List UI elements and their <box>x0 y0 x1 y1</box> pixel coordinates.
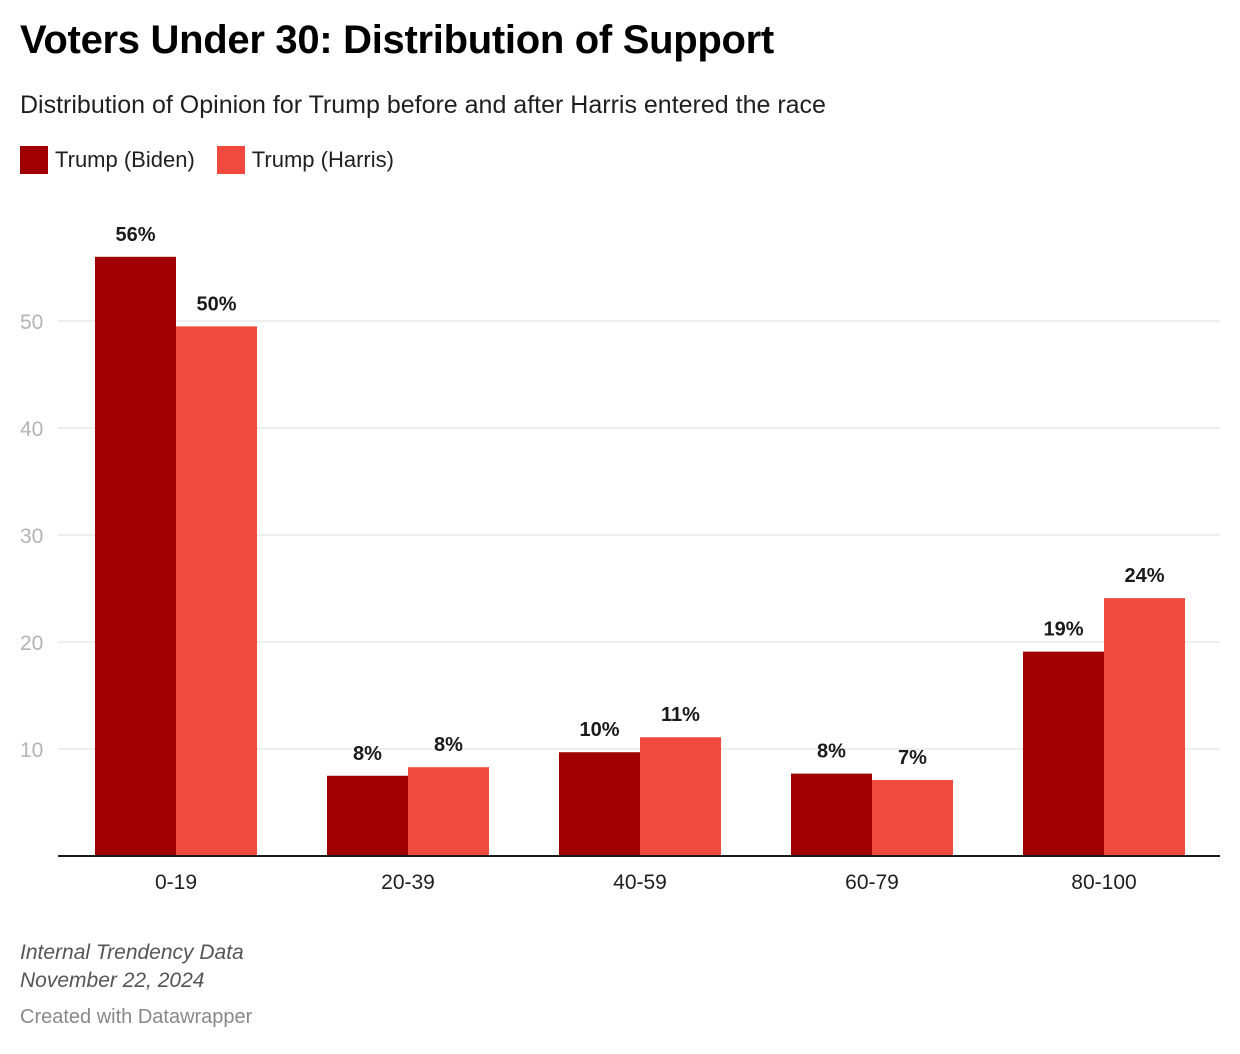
chart-subtitle: Distribution of Opinion for Trump before… <box>20 91 826 119</box>
chart-title: Voters Under 30: Distribution of Support <box>20 18 774 62</box>
bar-60-79-trump-biden <box>791 773 872 856</box>
source-note: Internal Trendency Data <box>20 941 244 964</box>
y-tick-label-50: 50 <box>20 311 43 334</box>
bar-80-100-trump-biden <box>1023 651 1104 856</box>
x-tick-label-80-100: 80-100 <box>1071 871 1136 894</box>
data-label-0-19-0: 56% <box>115 224 155 246</box>
legend-swatch-trump-biden <box>20 146 48 174</box>
legend-item-trump-biden: Trump (Biden) <box>20 146 195 174</box>
legend-label-trump-biden: Trump (Biden) <box>55 147 195 172</box>
bar-20-39-trump-biden <box>327 775 408 856</box>
date-note: November 22, 2024 <box>20 969 205 992</box>
data-label-40-59-0: 10% <box>579 719 619 741</box>
data-label-20-39-1: 8% <box>434 734 463 756</box>
x-tick-label-60-79: 60-79 <box>845 871 899 894</box>
y-tick-label-30: 30 <box>20 525 43 548</box>
data-label-20-39-0: 8% <box>353 743 382 765</box>
bar-60-79-trump-harris <box>872 780 953 856</box>
y-tick-label-40: 40 <box>20 418 43 441</box>
data-label-80-100-1: 24% <box>1124 565 1164 587</box>
legend-label-trump-harris: Trump (Harris) <box>251 147 394 172</box>
x-tick-label-0-19: 0-19 <box>155 871 197 894</box>
legend: Trump (Biden) Trump (Harris) <box>20 146 416 174</box>
data-label-60-79-0: 8% <box>817 741 846 763</box>
data-label-80-100-0: 19% <box>1043 619 1083 641</box>
data-label-0-19-1: 50% <box>196 293 236 315</box>
bar-40-59-trump-harris <box>640 737 721 856</box>
x-tick-label-20-39: 20-39 <box>381 871 435 894</box>
data-label-40-59-1: 11% <box>661 704 700 726</box>
data-label-60-79-1: 7% <box>898 747 927 769</box>
credit-note: Created with Datawrapper <box>20 1006 253 1028</box>
legend-item-trump-harris: Trump (Harris) <box>216 146 394 174</box>
x-tick-label-40-59: 40-59 <box>613 871 667 894</box>
bar-0-19-trump-harris <box>176 326 257 857</box>
bar-80-100-trump-harris <box>1104 598 1185 856</box>
bar-40-59-trump-biden <box>559 752 640 856</box>
bar-0-19-trump-biden <box>95 256 176 856</box>
y-tick-label-20: 20 <box>20 632 43 655</box>
y-tick-label-10: 10 <box>20 739 43 762</box>
legend-swatch-trump-harris <box>216 146 245 174</box>
bar-20-39-trump-harris <box>408 767 489 856</box>
